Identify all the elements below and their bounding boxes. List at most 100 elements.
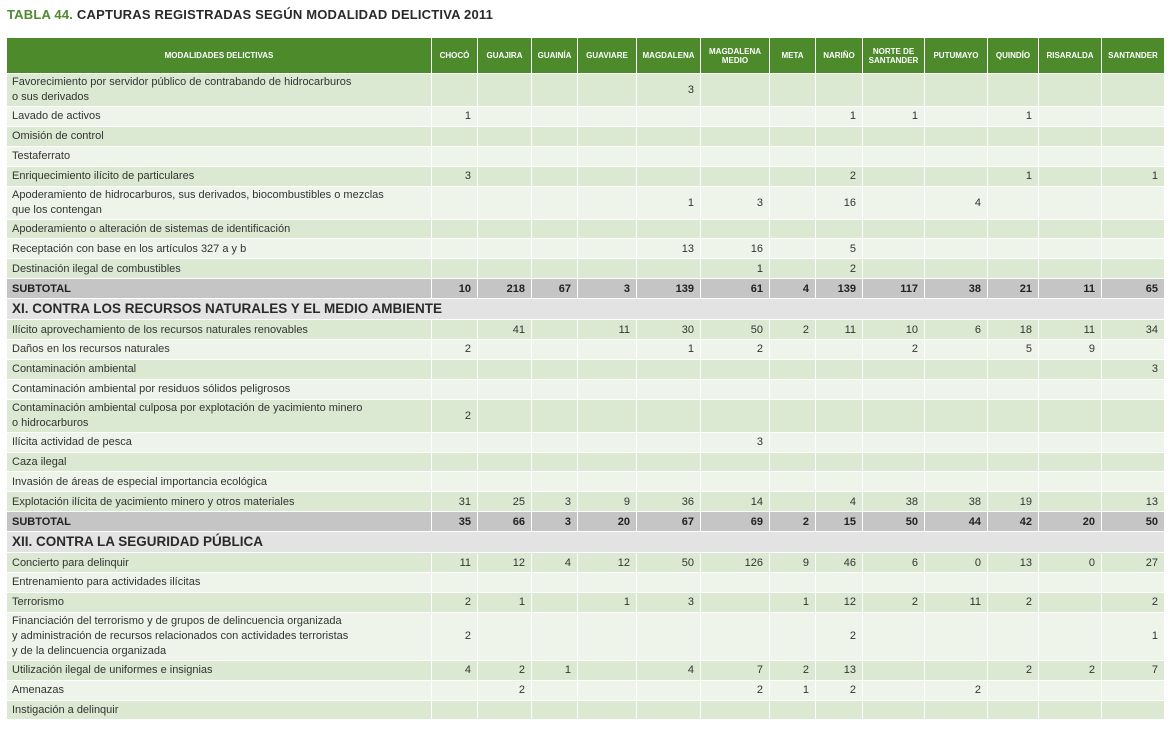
section-header-row: XI. CONTRA LOS RECURSOS NATURALES Y EL M… — [6, 298, 1165, 321]
row-label: Receptación con base en los artículos 32… — [6, 238, 432, 260]
cell-value — [577, 611, 637, 661]
row-label: Utilización ilegal de uniformes e insign… — [6, 659, 432, 681]
cell-value — [531, 572, 578, 593]
cell-value — [862, 471, 925, 493]
cell-value: 10 — [431, 278, 478, 300]
cell-value — [477, 106, 532, 127]
row-label: Ilícita actividad de pesca — [6, 431, 432, 453]
table-row: Entrenamiento para actividades ilícitas — [6, 572, 1165, 593]
cell-value: 9 — [1038, 339, 1102, 360]
cell-value — [769, 471, 816, 493]
cell-value — [924, 218, 988, 240]
cell-value — [1038, 611, 1102, 661]
cell-value — [1101, 679, 1165, 701]
cell-value — [862, 451, 925, 473]
table-row: Ilícito aprovechamiento de los recursos … — [6, 319, 1165, 341]
header-row: MODALIDADES DELICTIVAS CHOCÓ GUAJIRA GUAINÍ… — [6, 37, 1165, 74]
cell-value — [924, 471, 988, 493]
cell-value: 1 — [769, 679, 816, 701]
cell-value — [1101, 238, 1165, 260]
cell-value: 13 — [1101, 491, 1165, 513]
table-row: Contaminación ambiental 3 — [6, 358, 1165, 380]
cell-value — [924, 358, 988, 380]
cell-value — [431, 431, 478, 453]
cell-value — [924, 398, 988, 433]
cell-value — [700, 611, 770, 661]
cell-value — [531, 73, 578, 107]
table-row: Instigación a delinquir — [6, 699, 1165, 721]
cell-value — [636, 106, 701, 127]
cell-value — [924, 106, 988, 127]
cell-value: 7 — [700, 659, 770, 681]
cell-value — [531, 218, 578, 240]
cell-value: 2 — [1101, 591, 1165, 613]
cell-value: 25 — [477, 491, 532, 513]
cell-value: 0 — [924, 552, 988, 574]
cell-value: 2 — [769, 659, 816, 681]
cell-value — [862, 185, 925, 220]
cell-value — [431, 218, 478, 240]
cell-value — [577, 218, 637, 240]
row-label: Contaminación ambiental — [6, 358, 432, 380]
cell-value — [1101, 73, 1165, 107]
cell-value — [700, 398, 770, 433]
cell-value: 13 — [815, 659, 863, 681]
cell-value — [577, 358, 637, 380]
cell-value: 2 — [700, 339, 770, 360]
cell-value — [531, 258, 578, 280]
cell-value: 2 — [815, 165, 863, 187]
cell-value — [769, 491, 816, 513]
cell-value — [531, 238, 578, 260]
cell-value — [700, 572, 770, 593]
cell-value — [1038, 491, 1102, 513]
cell-value — [477, 125, 532, 147]
cell-value — [531, 611, 578, 661]
cell-value — [1101, 145, 1165, 167]
cell-value: 5 — [987, 339, 1039, 360]
cell-value — [531, 165, 578, 187]
cell-value — [1101, 125, 1165, 147]
cell-value — [924, 431, 988, 453]
cell-value — [577, 106, 637, 127]
cell-value: 6 — [924, 319, 988, 341]
table-row: Invasión de áreas de especial importanci… — [6, 471, 1165, 493]
cell-value — [431, 378, 478, 400]
cell-value — [862, 258, 925, 280]
cell-value — [531, 145, 578, 167]
cell-value — [577, 471, 637, 493]
cell-value: 2 — [815, 258, 863, 280]
cell-value: 1 — [987, 106, 1039, 127]
column-header: MAGDALENA — [636, 37, 701, 74]
cell-value — [1101, 185, 1165, 220]
cell-value — [431, 572, 478, 593]
cell-value — [477, 378, 532, 400]
cell-value — [531, 378, 578, 400]
cell-value — [700, 451, 770, 473]
row-label: Omisión de control — [6, 125, 432, 147]
cell-value: 20 — [1038, 511, 1102, 533]
table-row: Concierto para delinquir 11 12 4 12 50 126 9 46 6… — [6, 552, 1165, 574]
cell-value — [862, 572, 925, 593]
cell-value: 38 — [862, 491, 925, 513]
cell-value — [700, 358, 770, 380]
cell-value — [1101, 451, 1165, 473]
table-title: TABLA 44. CAPTURAS REGISTRADAS SEGÚN MOD… — [6, 6, 1164, 28]
cell-value: 67 — [531, 278, 578, 300]
cell-value — [987, 699, 1039, 721]
cell-value — [1101, 258, 1165, 280]
captures-table: MODALIDADES DELICTIVAS CHOCÓ GUAJIRA GUAINÍ… — [6, 37, 1165, 721]
row-label: Contaminación ambiental por residuos sól… — [6, 378, 432, 400]
table-row: Lavado de activos 1 1 1 1 — [6, 106, 1165, 127]
cell-value — [924, 165, 988, 187]
table-row: Terrorismo 2 1 1 3 1 12 2 11 2 2 — [6, 591, 1165, 613]
cell-value — [769, 185, 816, 220]
cell-value — [924, 611, 988, 661]
cell-value — [1038, 358, 1102, 380]
table-row: Omisión de control — [6, 125, 1165, 147]
cell-value — [924, 699, 988, 721]
cell-value: 31 — [431, 491, 478, 513]
cell-value — [769, 73, 816, 107]
cell-value — [431, 451, 478, 473]
cell-value: 3 — [636, 591, 701, 613]
